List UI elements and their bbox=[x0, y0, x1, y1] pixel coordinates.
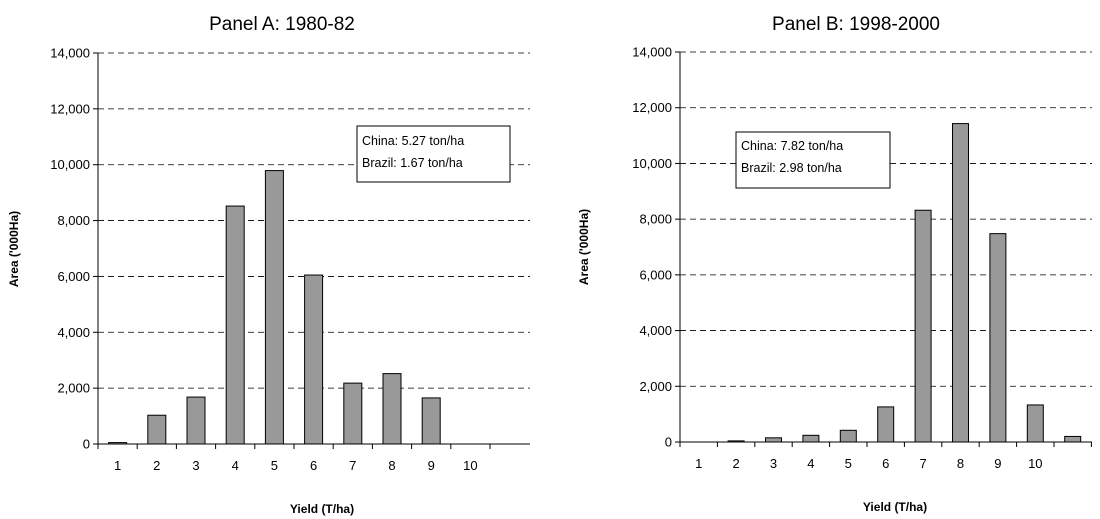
axes bbox=[93, 52, 530, 449]
annotation-box: China: 7.82 ton/ha Brazil: 2.98 ton/ha bbox=[735, 131, 891, 189]
chart-svg-a: Panel A: 1980-82 02,0004,0006,0008,00010… bbox=[7, 14, 530, 516]
bars bbox=[727, 123, 1082, 443]
y-tick-label: 4,000 bbox=[639, 323, 672, 338]
y-tick-labels: 0 2,000 4,000 6,000 8,000 10,000 12,000 14,000 bbox=[50, 46, 90, 452]
y-tick-label: 14,000 bbox=[632, 45, 672, 60]
x-tick-label: 6 bbox=[882, 456, 889, 471]
x-tick-label: 9 bbox=[428, 458, 435, 473]
bar-9 bbox=[989, 233, 1007, 443]
chart-panel-b: Panel B: 1998-2000 0 2,000 4,000 6,000 8,000… bbox=[550, 0, 1100, 519]
gridlines bbox=[680, 51, 1092, 387]
bar-6 bbox=[877, 406, 895, 443]
bar-5 bbox=[839, 429, 857, 443]
bars bbox=[108, 170, 441, 445]
y-tick-label: 10,000 bbox=[632, 156, 672, 171]
x-tick-label: 10 bbox=[463, 458, 477, 473]
x-tick-label: 3 bbox=[770, 456, 777, 471]
bar-7 bbox=[914, 209, 932, 443]
x-tick-label: 7 bbox=[919, 456, 926, 471]
bar-8 bbox=[952, 123, 969, 443]
x-tick-label: 1 bbox=[114, 458, 121, 473]
y-tick-label: 2,000 bbox=[639, 379, 672, 394]
annotation-line-china: China: 5.27 ton/ha bbox=[362, 134, 464, 148]
x-axis-title: Yield (T/ha) bbox=[863, 500, 927, 514]
chart-svg-b: Panel B: 1998-2000 0 2,000 4,000 6,000 8,000… bbox=[577, 14, 1092, 514]
y-tick-label: 14,000 bbox=[50, 46, 90, 61]
bar-10 bbox=[1026, 404, 1044, 443]
annotation-box: China: 5.27 ton/ha Brazil: 1.67 ton/ha bbox=[356, 125, 511, 183]
x-tick-labels: 1 2 3 4 5 6 7 8 9 10 bbox=[695, 456, 1042, 471]
x-tick-label: 7 bbox=[349, 458, 356, 473]
bar-4 bbox=[225, 205, 245, 445]
x-axis-title: Yield (T/ha) bbox=[290, 502, 354, 516]
y-tick-label: 12,000 bbox=[50, 101, 90, 116]
x-tick-labels: 1 2 3 4 5 6 7 8 9 10 bbox=[114, 458, 478, 473]
y-tick-label: 6,000 bbox=[639, 267, 672, 282]
x-tick-label: 3 bbox=[192, 458, 199, 473]
x-tick-label: 1 bbox=[695, 456, 702, 471]
annotation-line-brazil: Brazil: 1.67 ton/ha bbox=[362, 156, 463, 170]
chart-title: Panel A: 1980-82 bbox=[209, 14, 355, 35]
bar-5 bbox=[264, 170, 284, 445]
bar-4 bbox=[802, 434, 820, 443]
y-tick-label: 0 bbox=[83, 437, 90, 452]
y-tick-label: 8,000 bbox=[57, 213, 90, 228]
y-tick-label: 6,000 bbox=[57, 269, 90, 284]
bar-3 bbox=[186, 396, 206, 445]
y-tick-label: 2,000 bbox=[57, 381, 90, 396]
x-tick-label: 4 bbox=[807, 456, 814, 471]
x-tick-label: 2 bbox=[153, 458, 160, 473]
y-tick-label: 4,000 bbox=[57, 325, 90, 340]
x-tick-label: 9 bbox=[994, 456, 1001, 471]
bar-9 bbox=[421, 397, 441, 445]
axes bbox=[675, 51, 1092, 447]
annotation-line-brazil: Brazil: 2.98 ton/ha bbox=[741, 161, 842, 175]
bar-8 bbox=[382, 373, 402, 445]
y-tick-label: 0 bbox=[665, 435, 672, 450]
y-tick-labels: 0 2,000 4,000 6,000 8,000 10,000 12,000 14,000 bbox=[632, 45, 672, 450]
y-tick-label: 10,000 bbox=[50, 157, 90, 172]
bar-extra bbox=[1064, 435, 1082, 443]
x-tick-label: 6 bbox=[310, 458, 317, 473]
x-tick-label: 10 bbox=[1028, 456, 1042, 471]
bar-2 bbox=[147, 414, 167, 445]
y-axis-title: Area ('000Ha) bbox=[577, 209, 591, 285]
bar-7 bbox=[343, 382, 363, 445]
x-tick-label: 5 bbox=[845, 456, 852, 471]
bar-3 bbox=[765, 437, 782, 443]
y-tick-label: 8,000 bbox=[639, 212, 672, 227]
x-tick-label: 4 bbox=[232, 458, 239, 473]
chart-title: Panel B: 1998-2000 bbox=[772, 14, 940, 35]
y-tick-label: 12,000 bbox=[632, 100, 672, 115]
annotation-line-china: China: 7.82 ton/ha bbox=[741, 139, 843, 153]
x-tick-label: 8 bbox=[957, 456, 964, 471]
x-tick-label: 2 bbox=[732, 456, 739, 471]
y-axis-title: Area ('000Ha) bbox=[7, 211, 21, 287]
bar-6 bbox=[304, 274, 324, 445]
chart-panel-a: Panel A: 1980-82 0 2,000 4,000 6,000 8,000 10… bbox=[7, 14, 530, 516]
x-tick-label: 5 bbox=[271, 458, 278, 473]
x-tick-label: 8 bbox=[388, 458, 395, 473]
